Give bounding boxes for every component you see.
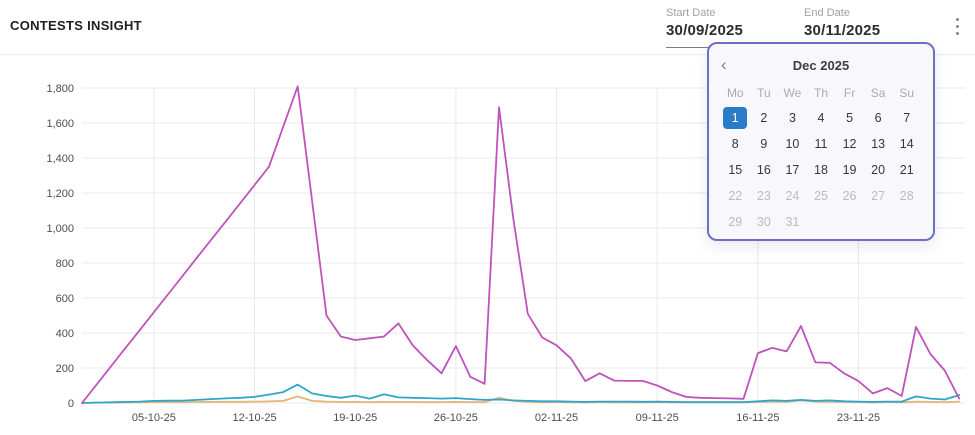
svg-text:1,800: 1,800 — [46, 83, 74, 95]
calendar-grid: Mo Tu We Th Fr Sa Su 1 2 3 4 5 6 7 8 9 10 11 12 13 14 15 16 17 1… — [721, 82, 921, 234]
svg-text:09-11-25: 09-11-25 — [636, 412, 679, 424]
calendar-day: 22 — [728, 188, 743, 203]
svg-text:1,600: 1,600 — [46, 118, 74, 130]
vertical-ellipsis-icon — [955, 17, 959, 21]
calendar-day[interactable]: 21 — [899, 162, 914, 177]
end-date-value: 30/11/2025 — [804, 22, 881, 39]
svg-text:0: 0 — [68, 398, 74, 410]
calendar-weekday: Sa — [870, 86, 886, 100]
calendar-day[interactable]: 13 — [871, 136, 886, 151]
calendar-month-title[interactable]: Dec 2025 — [792, 57, 850, 73]
calendar-day[interactable]: 7 — [903, 110, 911, 125]
svg-text:600: 600 — [56, 293, 74, 305]
calendar-day[interactable]: 9 — [760, 136, 768, 151]
calendar-day: 30 — [756, 214, 771, 229]
calendar-day[interactable]: 19 — [842, 162, 857, 177]
calendar-day: 23 — [756, 188, 771, 203]
calendar-weekday: We — [783, 86, 802, 100]
svg-text:26-10-25: 26-10-25 — [434, 412, 478, 424]
calendar-day[interactable]: 16 — [756, 162, 771, 177]
svg-text:23-11-25: 23-11-25 — [837, 412, 880, 424]
svg-text:19-10-25: 19-10-25 — [333, 412, 377, 424]
svg-text:12-10-25: 12-10-25 — [233, 412, 277, 424]
calendar-day: 26 — [842, 188, 857, 203]
svg-text:1,200: 1,200 — [46, 188, 74, 200]
calendar-weekday: Tu — [757, 86, 771, 100]
end-date-field[interactable]: End Date 30/11/2025 — [804, 6, 908, 48]
vertical-ellipsis-icon — [955, 31, 959, 35]
calendar-day[interactable]: 4 — [817, 110, 825, 125]
calendar-day: 27 — [871, 188, 886, 203]
start-date-label: Start Date — [666, 7, 716, 19]
start-date-value: 30/09/2025 — [666, 22, 744, 39]
svg-text:05-10-25: 05-10-25 — [132, 412, 176, 424]
calendar-day: 29 — [728, 214, 743, 229]
vertical-ellipsis-icon — [955, 24, 959, 28]
calendar-day[interactable]: 3 — [788, 110, 796, 125]
date-picker-popup: ‹ Dec 2025 Mo Tu We Th Fr Sa Su 1 2 3 4 5 6 7 8 9 10 11 12… — [707, 42, 935, 241]
calendar-weekday: Mo — [726, 86, 744, 100]
calendar-day[interactable]: 20 — [871, 162, 886, 177]
more-options-button[interactable] — [950, 12, 964, 40]
svg-text:800: 800 — [56, 258, 74, 270]
svg-text:200: 200 — [56, 363, 74, 375]
calendar-day[interactable]: 12 — [842, 136, 857, 151]
calendar-day[interactable]: 2 — [760, 110, 768, 125]
calendar-day[interactable]: 5 — [846, 110, 854, 125]
calendar-day[interactable]: 18 — [814, 162, 828, 177]
calendar-day[interactable]: 11 — [814, 136, 828, 151]
calendar-weekday: Su — [899, 86, 915, 100]
calendar-day-selected[interactable]: 1 — [721, 105, 750, 130]
calendar-day: 24 — [785, 188, 800, 203]
calendar-day[interactable]: 6 — [874, 110, 882, 125]
calendar-weekday: Th — [813, 86, 828, 100]
svg-text:1,000: 1,000 — [46, 223, 74, 235]
calendar-day: 28 — [899, 188, 914, 203]
svg-text:02-11-25: 02-11-25 — [535, 412, 578, 424]
svg-text:1,400: 1,400 — [46, 153, 74, 165]
calendar-day[interactable]: 17 — [785, 162, 800, 177]
chevron-left-icon[interactable]: ‹ — [721, 54, 743, 76]
calendar-day[interactable]: 8 — [731, 136, 739, 151]
calendar-day[interactable]: 15 — [728, 162, 743, 177]
svg-text:16-11-25: 16-11-25 — [736, 412, 779, 424]
svg-text:400: 400 — [56, 328, 74, 340]
page-title: CONTESTS INSIGHT — [10, 18, 142, 33]
calendar-day[interactable]: 14 — [899, 136, 914, 151]
end-date-label: End Date — [804, 7, 850, 19]
calendar-header: ‹ Dec 2025 — [721, 52, 921, 78]
calendar-day: 31 — [785, 214, 800, 229]
calendar-weekday: Fr — [843, 86, 856, 100]
calendar-day[interactable]: 10 — [785, 136, 800, 151]
calendar-day: 25 — [814, 188, 828, 203]
